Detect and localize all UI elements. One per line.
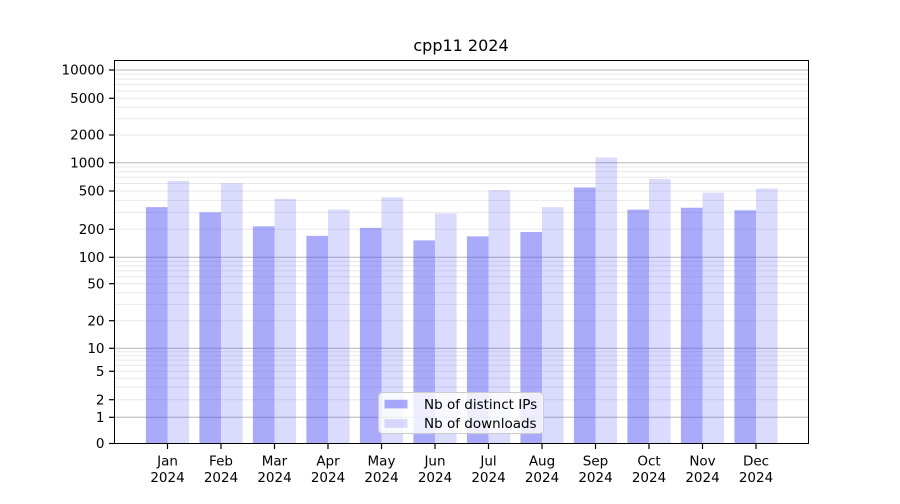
bars-layer [145,157,778,444]
x-tick-label-month: Feb [209,454,233,470]
x-tick-label-year: 2024 [204,470,238,486]
bar-downloads-oct [649,179,671,444]
x-tick-label-year: 2024 [150,470,184,486]
y-tick-label: 2 [96,392,105,408]
y-tick-label: 50 [87,276,104,292]
x-tick-label-month: Oct [637,454,660,470]
x-tick-label-year: 2024 [739,470,773,486]
y-tick-label: 5 [96,364,105,380]
chart-title: cpp11 2024 [413,36,508,55]
bar-distinct-ips-jul [466,236,489,444]
legend-swatch-downloads [384,419,408,428]
bar-distinct-ips-apr [306,235,328,444]
legend: Nb of distinct IPs Nb of downloads [378,392,544,434]
x-tick-label-year: 2024 [311,470,345,486]
y-tick-label: 0 [96,436,105,452]
x-tick-label-month: Sep [583,454,608,470]
plot-frame [114,60,809,444]
x-tick-label-year: 2024 [364,470,398,486]
legend-label-downloads: Nb of downloads [424,416,537,432]
x-tick-label-month: Aug [529,454,555,470]
ticks-layer: 012510205010020050010002000500010000Jan2… [62,63,774,486]
bar-distinct-ips-sep [573,187,596,444]
y-tick-label: 20 [87,313,104,329]
y-tick-label: 10 [87,341,104,357]
bar-downloads-aug [542,207,564,444]
bar-distinct-ips-nov [680,207,703,444]
bar-distinct-ips-jan [145,207,168,444]
bar-distinct-ips-aug [520,232,542,444]
y-tick-label: 100 [79,250,105,266]
y-tick-label: 1000 [70,155,104,171]
bar-downloads-apr [328,209,350,444]
bar-distinct-ips-feb [199,212,221,444]
bar-downloads-may [381,197,404,444]
x-tick-label-year: 2024 [525,470,559,486]
bar-downloads-dec [756,188,778,444]
y-tick-label: 1 [96,410,105,426]
x-tick-label-year: 2024 [632,470,666,486]
bar-downloads-mar [274,198,297,444]
bar-downloads-jun [435,213,457,444]
bar-distinct-ips-may [359,227,382,444]
x-tick-label-year: 2024 [257,470,291,486]
bar-downloads-sep [595,157,618,444]
x-tick-label-year: 2024 [471,470,505,486]
bar-downloads-jan [167,180,190,444]
y-tick-label: 5000 [70,91,104,107]
bar-downloads-feb [221,183,243,444]
x-tick-label-month: May [368,454,396,470]
y-tick-label: 10000 [62,63,105,79]
x-tick-label-month: Dec [743,454,769,470]
legend-label-distinct-ips: Nb of distinct IPs [424,397,537,413]
x-tick-label-month: Nov [689,454,715,470]
bar-distinct-ips-oct [627,209,649,444]
bar-distinct-ips-mar [252,226,275,444]
y-tick-label: 2000 [70,128,104,144]
bar-downloads-jul [488,190,511,444]
x-tick-label-month: Jul [479,454,496,470]
legend-box [378,392,544,434]
x-tick-label-month: Jun [423,454,445,470]
x-tick-label-month: Mar [262,454,288,470]
x-tick-label-month: Apr [316,454,340,470]
x-tick-label-year: 2024 [418,470,452,486]
y-tick-label: 500 [79,184,105,200]
x-tick-label-year: 2024 [685,470,719,486]
bar-downloads-nov [702,192,725,444]
x-tick-label-month: Jan [156,454,178,470]
bar-distinct-ips-dec [734,210,756,444]
legend-swatch-distinct-ips [384,399,408,409]
x-tick-label-year: 2024 [578,470,612,486]
y-tick-label: 200 [79,222,105,238]
